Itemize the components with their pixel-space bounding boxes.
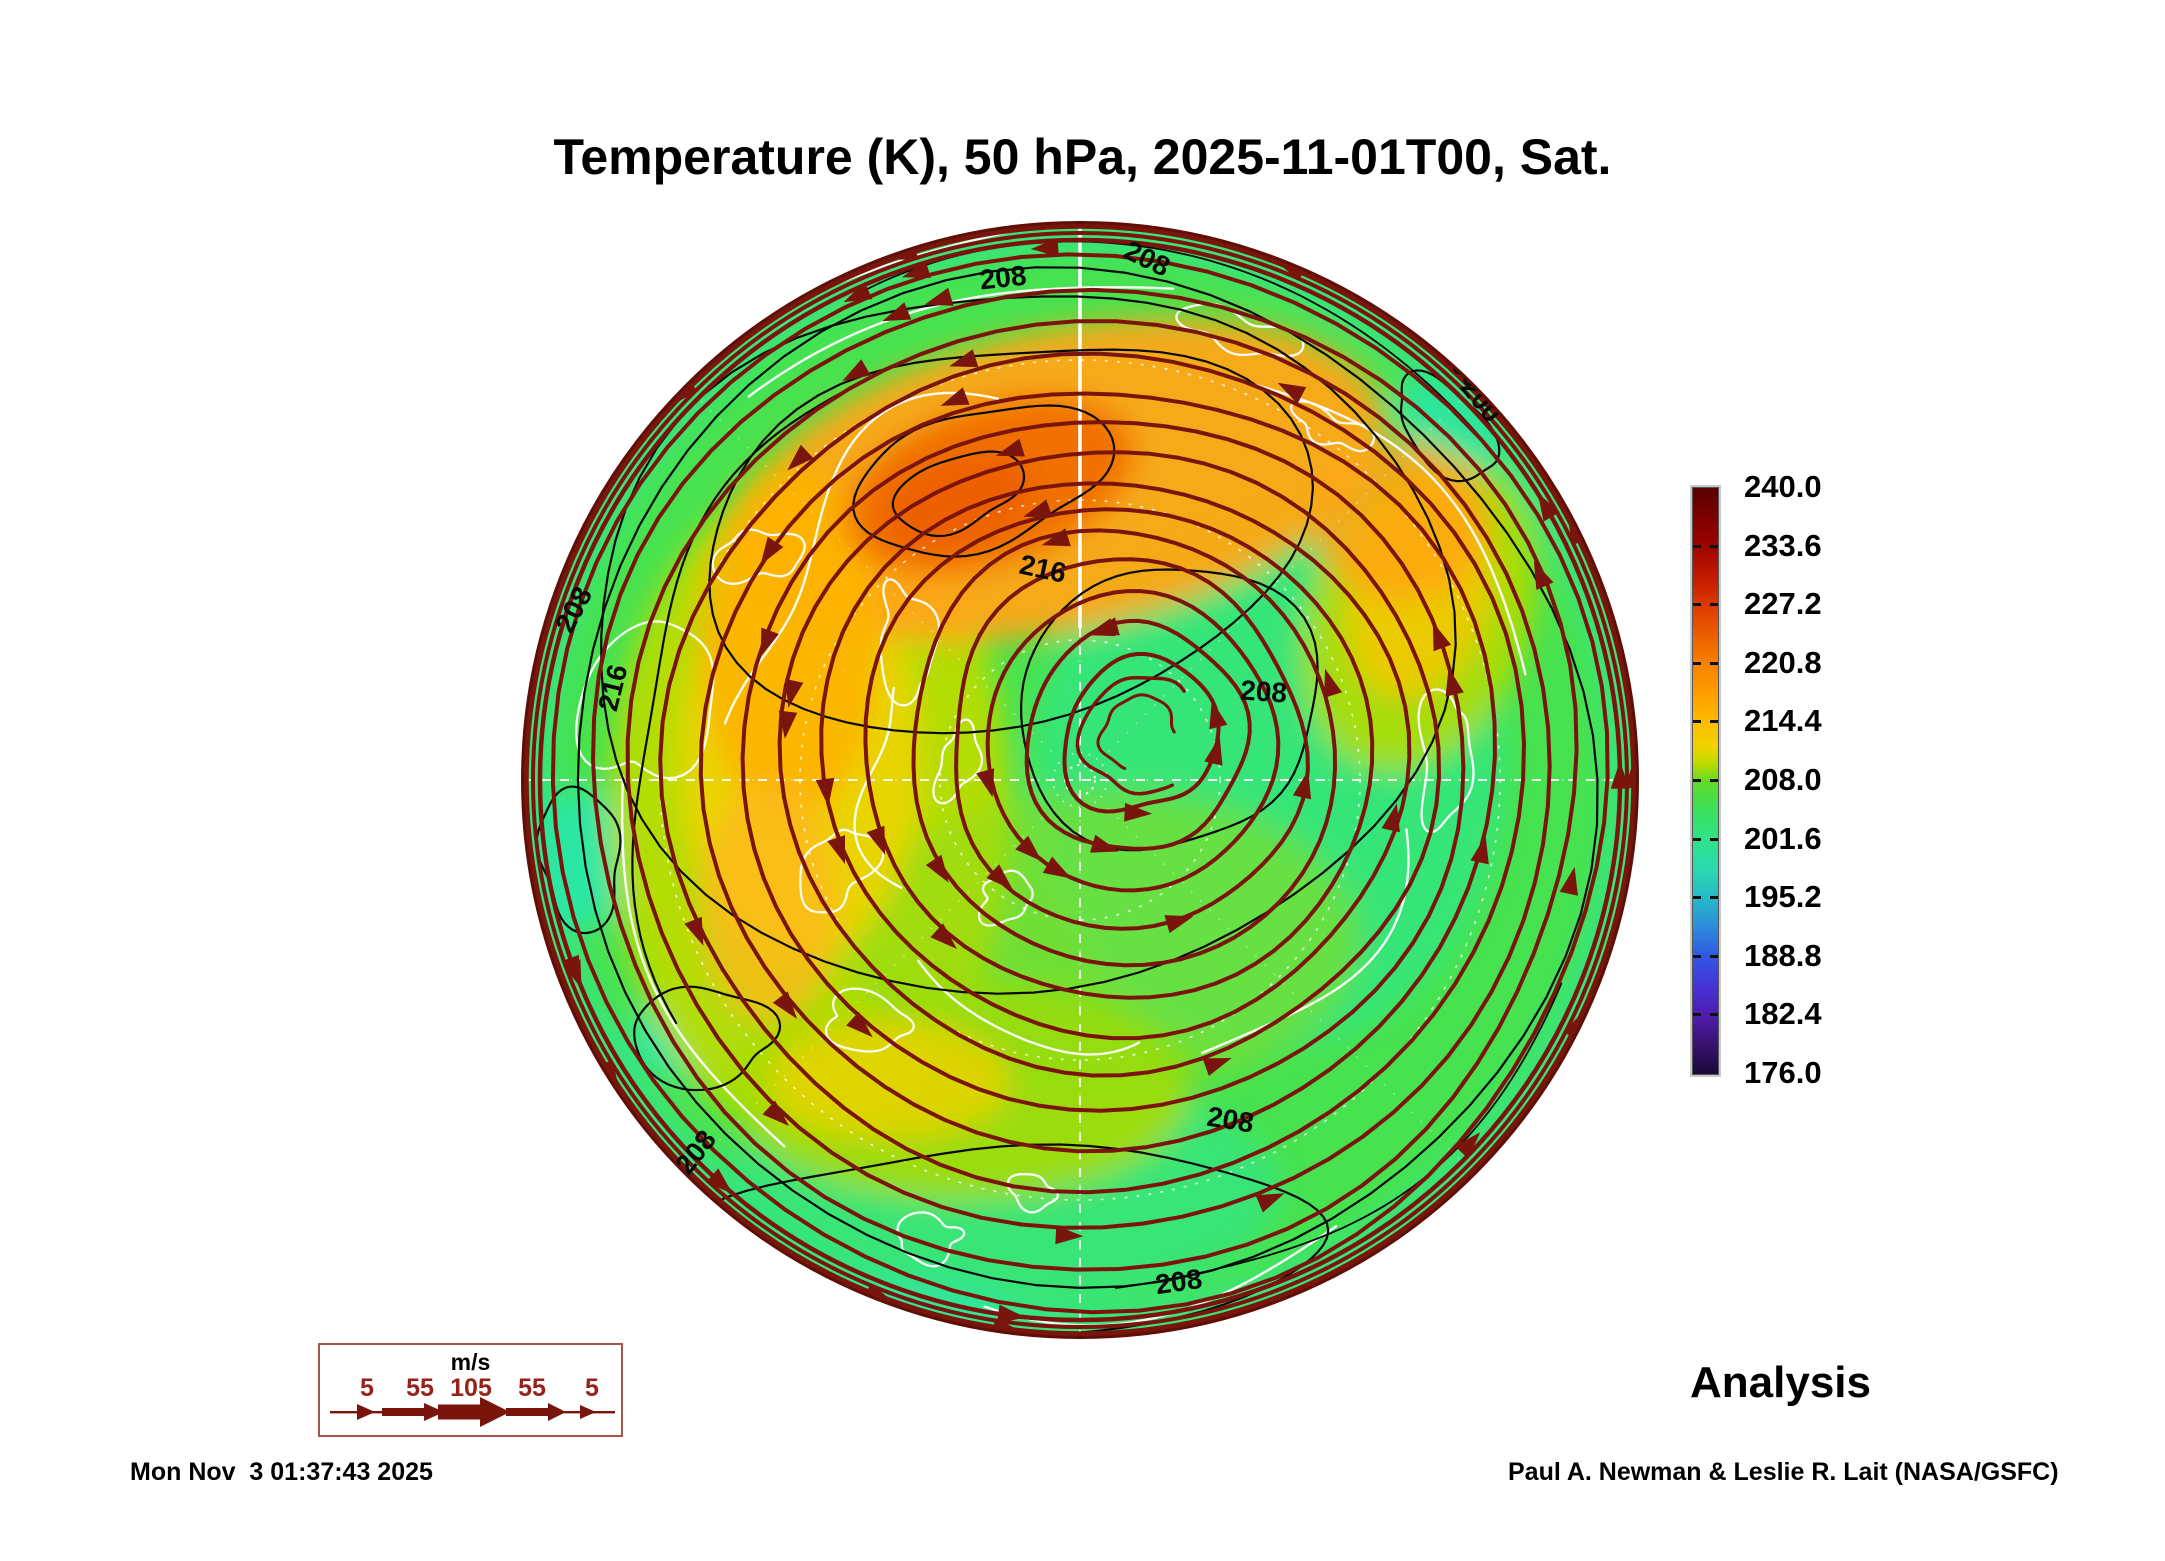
colorbar-tick — [1693, 544, 1701, 548]
colorbar-tick — [1693, 1013, 1701, 1017]
wind-speed-units-label: m/s — [450, 1349, 491, 1375]
wind-speed-value: 5 — [585, 1374, 599, 1402]
colorbar-label: 240.0 — [1744, 469, 1822, 504]
colorbar-label: 208.0 — [1744, 762, 1822, 797]
colorbar-tick — [1710, 779, 1718, 782]
contour-label: 208 — [1153, 1263, 1204, 1300]
colorbar-label: 227.2 — [1744, 586, 1822, 622]
colorbar-label: 233.6 — [1744, 527, 1822, 563]
page-title: Temperature (K), 50 hPa, 2025-11-01T00, … — [553, 129, 1612, 185]
contour-label: 208 — [1205, 1101, 1256, 1139]
colorbar-label: 182.4 — [1744, 996, 1822, 1032]
contour-label: 208 — [386, 418, 440, 473]
colorbar-tick — [1693, 837, 1701, 841]
wind-speed-value: 55 — [518, 1374, 546, 1402]
wind-speed-arrow-glyph — [330, 1397, 615, 1427]
colorbar-label: 188.8 — [1744, 937, 1822, 973]
colorbar-label: 201.6 — [1744, 820, 1822, 856]
colorbar-label: 214.4 — [1744, 703, 1822, 739]
temperature-fill-layer — [522, 222, 1638, 1338]
analysis-label: Analysis — [1690, 1358, 1871, 1407]
colorbar-tick — [1710, 896, 1718, 900]
globe-rim — [521, 221, 1639, 1339]
wind-streamline-layer — [523, 223, 1638, 1337]
colorbar-tick — [1710, 954, 1718, 958]
wind-speed-value: 5 — [360, 1374, 374, 1402]
wind-speed-legend: m/s 5 55 105 55 5 — [318, 1343, 623, 1437]
colorbar-label: 220.8 — [1744, 644, 1822, 680]
colorbar-tick — [1693, 896, 1701, 900]
colorbar-tick — [1710, 837, 1718, 841]
colorbar-tick — [1710, 544, 1718, 548]
colorbar-tick — [1693, 603, 1701, 607]
contour-label: 208 — [978, 260, 1028, 296]
colorbar-tick — [1693, 661, 1701, 665]
wind-speed-value: 55 — [406, 1374, 434, 1402]
creation-timestamp: Mon Nov 3 01:37:43 2025 — [130, 1458, 433, 1486]
colorbar-tick — [1710, 661, 1718, 665]
wind-speed-value: 105 — [450, 1374, 492, 1402]
credit-text: Paul A. Newman & Leslie R. Lait (NASA/GS… — [1508, 1458, 2059, 1486]
colorbar-tick — [1693, 720, 1701, 724]
colorbar-tick — [1693, 779, 1701, 782]
colorbar-label: 195.2 — [1744, 879, 1822, 915]
colorbar-tick — [1693, 954, 1701, 958]
contour-label: 208 — [1239, 674, 1288, 708]
colorbar-label: 176.0 — [1744, 1055, 1822, 1090]
colorbar-tick — [1710, 1013, 1718, 1017]
colorbar-tick — [1710, 603, 1718, 607]
colorbar-tick — [1710, 720, 1718, 724]
